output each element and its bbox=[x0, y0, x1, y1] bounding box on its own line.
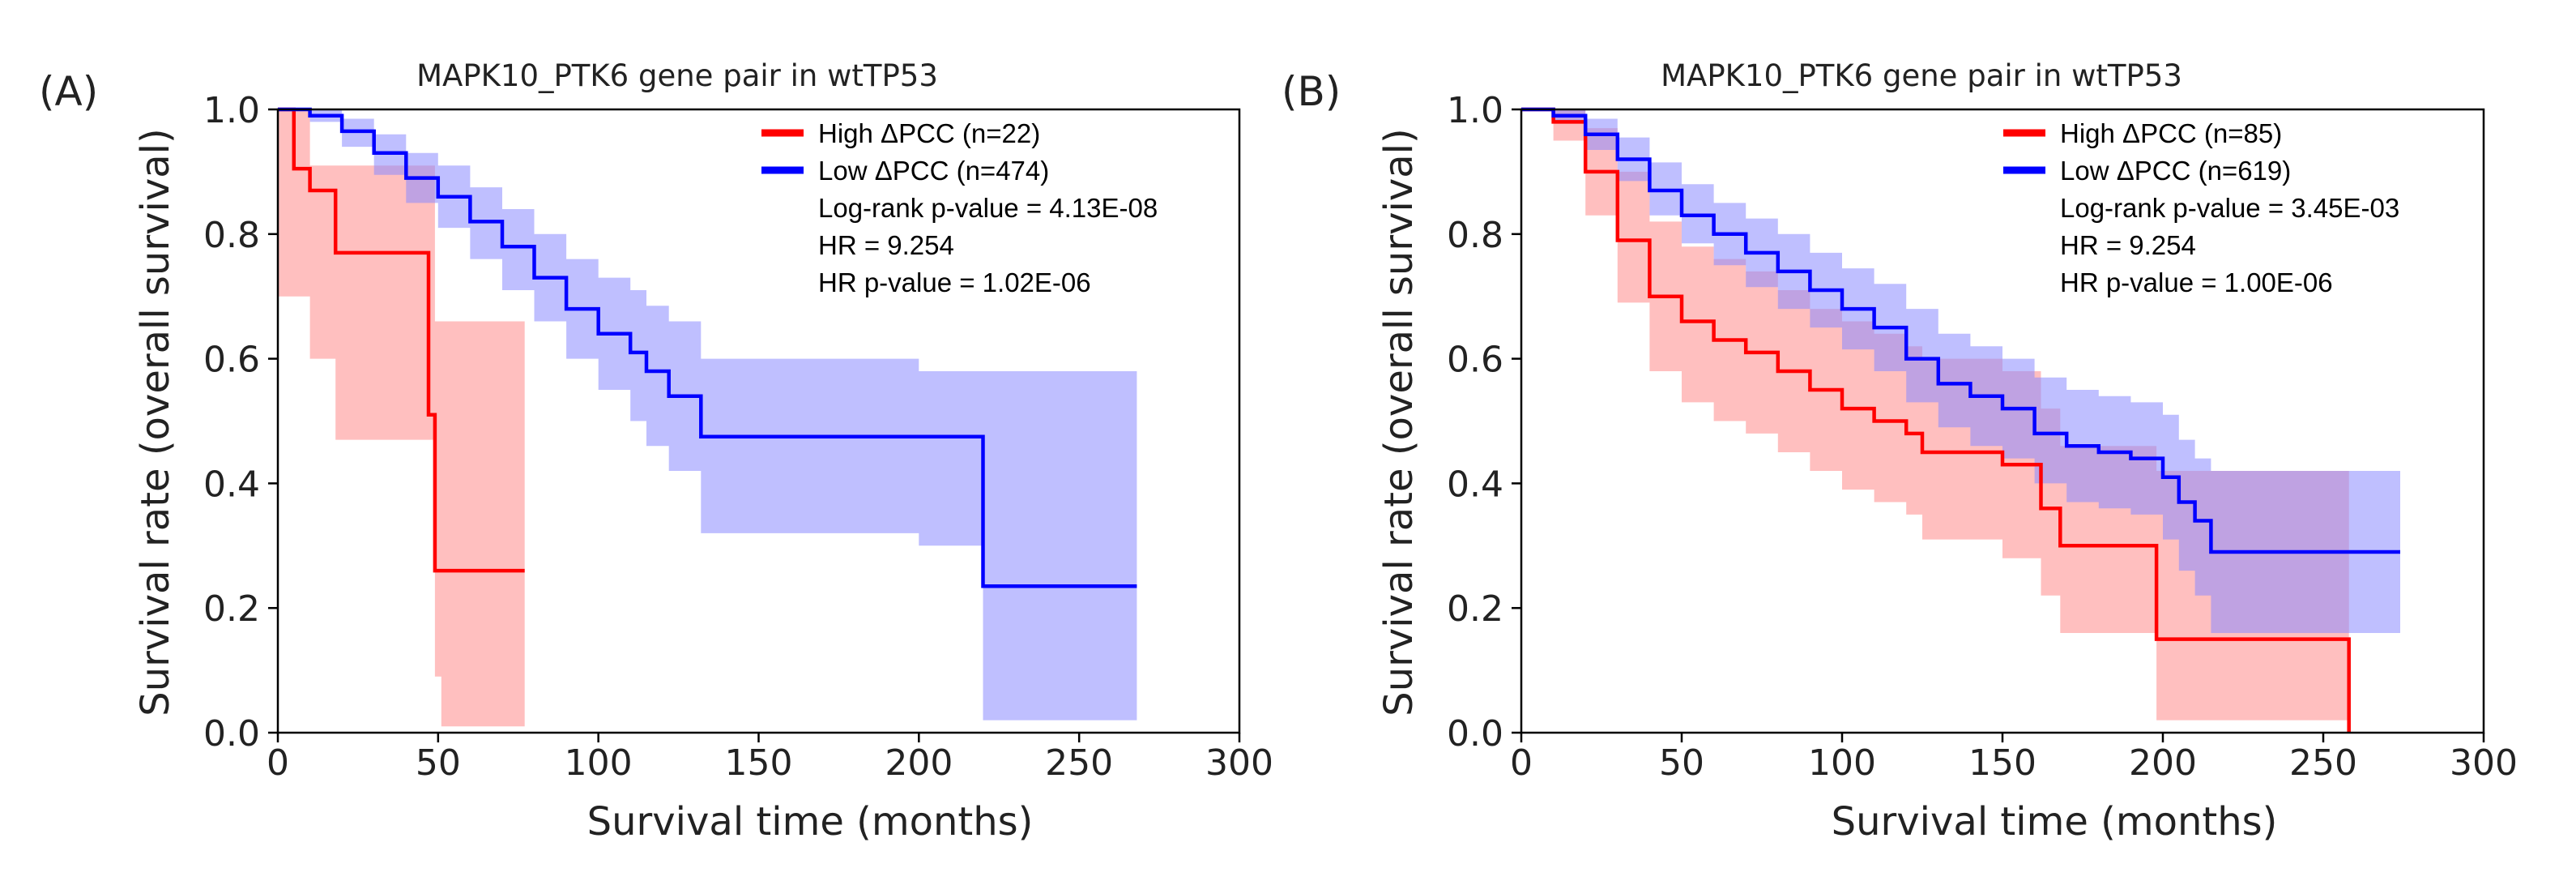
legend: High ΔPCC (n=85) Low ΔPCC (n=619) Log-ra… bbox=[2003, 118, 2399, 297]
x-tick-label: 0 bbox=[267, 742, 289, 784]
y-tick-label: 0.4 bbox=[203, 464, 260, 505]
x-tick-label: 250 bbox=[2289, 742, 2357, 784]
y-tick-label: 0.2 bbox=[203, 588, 260, 630]
survival-lines bbox=[1521, 107, 2400, 733]
y-axis-ticks: 0.0 0.2 0.4 0.6 0.8 1.0 bbox=[1447, 90, 1521, 755]
x-tick-label: 50 bbox=[416, 742, 461, 784]
logrank-pvalue: Log-rank p-value = 4.13E-08 bbox=[818, 193, 1158, 223]
legend-high-label: High ΔPCC (n=85) bbox=[2060, 118, 2282, 148]
hr-pvalue: HR p-value = 1.02E-06 bbox=[818, 267, 1091, 297]
y-tick-label: 0.2 bbox=[1447, 588, 1503, 630]
legend-low-label: Low ΔPCC (n=619) bbox=[2060, 156, 2291, 186]
high-survival-curve bbox=[1521, 107, 2351, 733]
logrank-pvalue: Log-rank p-value = 3.45E-03 bbox=[2060, 193, 2399, 223]
survival-lines bbox=[278, 107, 1137, 588]
x-tick-label: 200 bbox=[2129, 742, 2197, 784]
panel-b: (B) MAPK10_PTK6 gene pair in wtTP53 Surv… bbox=[1282, 58, 2518, 845]
legend-low-label: Low ΔPCC (n=474) bbox=[818, 156, 1049, 186]
x-axis-ticks: 0 50 100 150 200 250 300 bbox=[1510, 733, 2518, 784]
x-tick-label: 150 bbox=[1968, 742, 2036, 784]
y-axis-ticks: 0.0 0.2 0.4 0.6 0.8 1.0 bbox=[203, 90, 278, 755]
y-tick-label: 0.4 bbox=[1447, 464, 1503, 505]
y-axis-label: Survival rate (overall survival) bbox=[133, 128, 178, 716]
x-axis-label: Survival time (months) bbox=[1832, 799, 2278, 845]
low-survival-curve bbox=[1521, 107, 2400, 554]
y-tick-label: 0.6 bbox=[1447, 340, 1503, 381]
panel-label: (B) bbox=[1282, 68, 1341, 115]
hazard-ratio: HR = 9.254 bbox=[818, 230, 954, 260]
x-tick-label: 100 bbox=[565, 742, 633, 784]
legend: High ΔPCC (n=22) Low ΔPCC (n=474) Log-ra… bbox=[761, 118, 1158, 297]
x-tick-label: 50 bbox=[1659, 742, 1704, 784]
x-tick-label: 300 bbox=[2450, 742, 2518, 784]
x-tick-label: 250 bbox=[1045, 742, 1113, 784]
y-tick-label: 0.8 bbox=[203, 215, 260, 256]
legend-high-label: High ΔPCC (n=22) bbox=[818, 118, 1040, 148]
hazard-ratio: HR = 9.254 bbox=[2060, 230, 2196, 260]
y-tick-label: 0.8 bbox=[1447, 215, 1503, 256]
x-tick-label: 200 bbox=[885, 742, 953, 784]
x-tick-label: 300 bbox=[1205, 742, 1273, 784]
chart-title: MAPK10_PTK6 gene pair in wtTP53 bbox=[416, 58, 938, 93]
y-axis-label: Survival rate (overall survival) bbox=[1376, 128, 1422, 716]
low-ci-band bbox=[278, 109, 1137, 721]
x-tick-label: 0 bbox=[1510, 742, 1533, 784]
chart-title: MAPK10_PTK6 gene pair in wtTP53 bbox=[1661, 58, 2182, 93]
panel-a: (A) MAPK10_PTK6 gene pair in wtTP53 Surv… bbox=[39, 58, 1273, 845]
y-tick-label: 1.0 bbox=[1447, 90, 1503, 131]
low-survival-curve bbox=[278, 107, 1137, 588]
high-survival-curve bbox=[278, 107, 525, 573]
panel-label: (A) bbox=[39, 68, 98, 115]
y-tick-label: 1.0 bbox=[203, 90, 260, 131]
x-axis-ticks: 0 50 100 150 200 250 300 bbox=[267, 733, 1273, 784]
x-axis-label: Survival time (months) bbox=[587, 799, 1034, 845]
hr-pvalue: HR p-value = 1.00E-06 bbox=[2060, 267, 2333, 297]
y-tick-label: 0.6 bbox=[203, 340, 260, 381]
y-tick-label: 0.0 bbox=[203, 713, 260, 755]
x-tick-label: 150 bbox=[725, 742, 793, 784]
x-tick-label: 100 bbox=[1808, 742, 1876, 784]
y-tick-label: 0.0 bbox=[1447, 713, 1503, 755]
